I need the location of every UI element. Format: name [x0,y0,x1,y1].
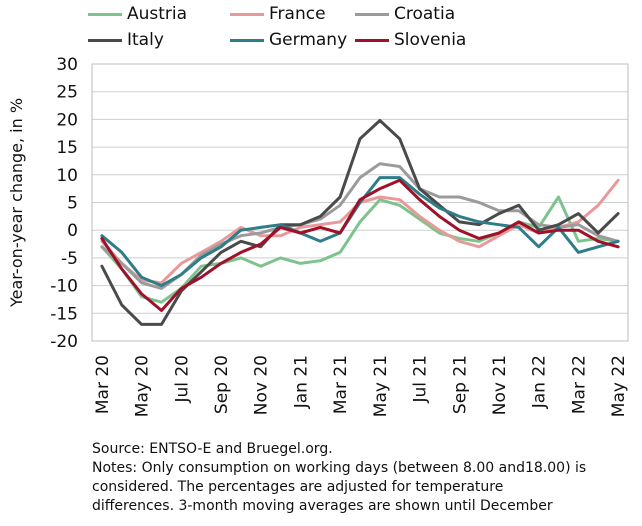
legend-item-italy: Italy [88,30,164,50]
y-tick-label: 5 [67,194,78,214]
x-tick-label: May 21 [371,355,391,417]
series-line-slovenia [100,178,620,312]
y-tick-label: -5 [61,249,78,269]
x-tick-label: Mar 22 [569,355,589,414]
x-tick-label: Jan 22 [530,355,550,409]
y-axis-label: Year-on-year change, in % [7,98,26,308]
y-tick-label: 30 [56,55,78,75]
legend-item-austria: Austria [88,4,187,24]
y-tick-label: 0 [67,221,78,241]
x-tick-label: Nov 21 [490,355,510,415]
source-line: Source: ENTSO-E and Bruegel.org. [92,441,333,457]
legend-label: Germany [269,30,348,50]
legend-label: Austria [127,4,188,24]
legend-item-germany: Germany [230,30,347,50]
legend-label: France [269,4,326,24]
x-tick-label: Nov 20 [252,355,272,415]
legend-item-slovenia: Slovenia [355,30,466,50]
y-tick-label: 20 [56,110,78,130]
notes-line-3: differences. 3-month moving averages are… [92,498,553,514]
x-tick-label: Jan 21 [291,355,311,409]
series-line-croatia [100,162,620,290]
x-tick-label: Jul 20 [172,355,192,404]
legend-swatch [88,38,122,42]
series-line-austria [100,195,620,304]
x-tick-label: May 22 [609,355,629,417]
y-tick-label: -10 [50,277,78,297]
notes-line-2: considered. The percentages are adjusted… [92,479,504,495]
x-tick-label: Sep 21 [450,355,470,414]
legend-swatch [230,38,264,42]
legend-swatch [355,12,389,16]
y-tick-label: 10 [56,166,78,186]
x-tick-label: Jul 21 [411,355,431,404]
legend-label: Croatia [394,4,456,24]
legend-label: Italy [127,30,164,50]
notes-line-1: Notes: Only consumption on working days … [92,460,587,476]
x-tick-label: Mar 21 [331,355,351,414]
x-tick-label: Sep 20 [212,355,232,414]
y-tick-label: 25 [56,83,78,103]
chart-legend: Austria France Croatia Italy Germany Slovenia [0,0,642,58]
y-tick-label: -15 [50,304,78,324]
legend-swatch [88,12,122,16]
x-tick-label: May 20 [133,355,153,417]
legend-item-france: France [230,4,326,24]
source-notes: Source: ENTSO-E and Bruegel.org. Notes: … [92,440,640,516]
legend-label: Slovenia [394,30,467,50]
x-tick-label: Mar 20 [93,355,113,414]
legend-swatch [355,38,389,42]
legend-item-croatia: Croatia [355,4,455,24]
y-tick-label: -20 [50,332,78,352]
legend-swatch [230,12,264,16]
plot-area [91,63,629,342]
y-tick-label: 15 [56,138,78,158]
